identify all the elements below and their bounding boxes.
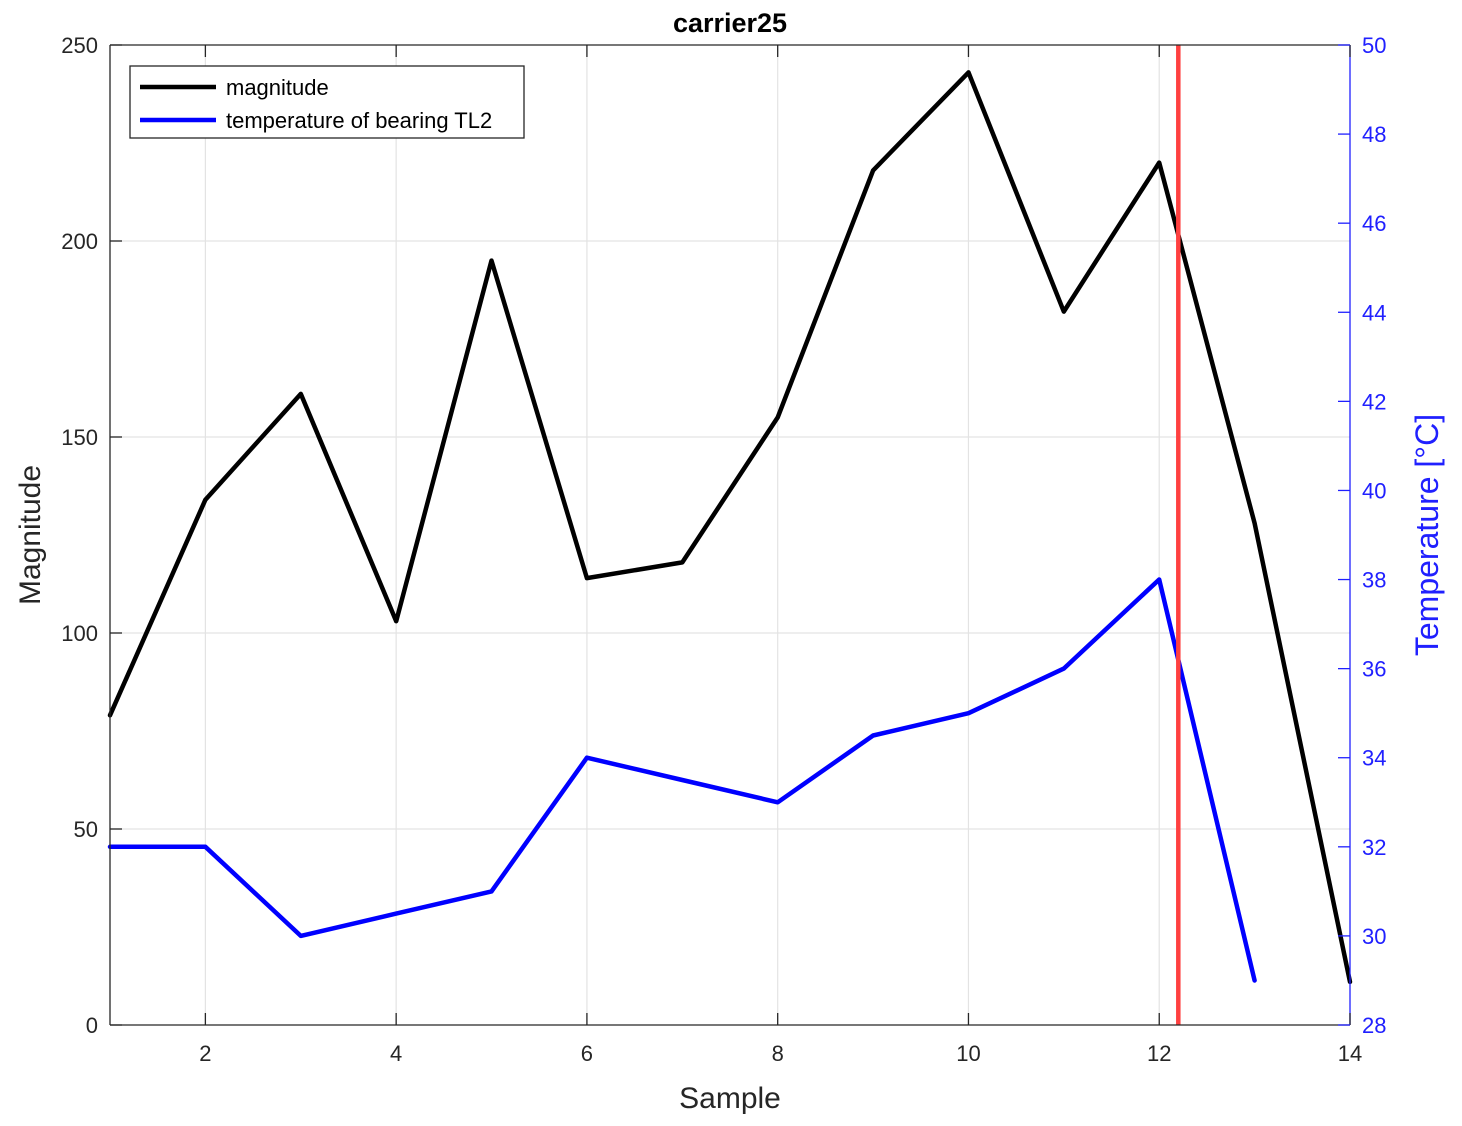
series-line-magnitude	[107, 70, 1353, 985]
plot-area	[107, 45, 1353, 1025]
y-tick-label-left: 150	[61, 425, 98, 450]
y-tick-label-left: 200	[61, 229, 98, 254]
x-tick-label: 14	[1338, 1041, 1362, 1066]
x-tick-label: 8	[772, 1041, 784, 1066]
y-tick-label-right: 46	[1362, 211, 1386, 236]
x-tick-label: 2	[199, 1041, 211, 1066]
x-tick-label: 6	[581, 1041, 593, 1066]
y-tick-label-right: 40	[1362, 478, 1386, 503]
y-tick-label-left: 0	[86, 1013, 98, 1038]
y-tick-label-right: 34	[1362, 746, 1386, 771]
y-axis-label-left: Magnitude	[14, 465, 47, 605]
legend-label: temperature of bearing TL2	[226, 108, 492, 133]
y-tick-label-right: 32	[1362, 835, 1386, 860]
y-tick-label-right: 28	[1362, 1013, 1386, 1038]
y-tick-label-right: 42	[1362, 389, 1386, 414]
legend: magnitude temperature of bearing TL2	[129, 65, 525, 139]
ticks: 2 4 6 8 10 12 14050100150200250283032343638404…	[61, 33, 1386, 1066]
x-axis-label: Sample	[679, 1082, 781, 1115]
x-tick-label: 12	[1147, 1041, 1171, 1066]
x-tick-label: 10	[956, 1041, 980, 1066]
legend-box	[129, 65, 525, 139]
x-tick-label: 4	[390, 1041, 402, 1066]
y-tick-label-right: 36	[1362, 657, 1386, 682]
y-tick-label-right: 44	[1362, 300, 1386, 325]
y-tick-label-right: 48	[1362, 122, 1386, 147]
y-axis-label-right: Temperature [°C]	[1409, 414, 1445, 656]
chart-title: carrier25	[673, 8, 787, 38]
y-tick-label-right: 30	[1362, 924, 1386, 949]
y-tick-label-right: 50	[1362, 33, 1386, 58]
grid	[110, 45, 1350, 1025]
y-tick-label-left: 100	[61, 621, 98, 646]
legend-label: magnitude	[226, 75, 329, 100]
y-tick-label-left: 250	[61, 33, 98, 58]
y-tick-label-left: 50	[74, 817, 98, 842]
y-tick-label-right: 38	[1362, 568, 1386, 593]
series-line-temperature	[107, 577, 1257, 983]
